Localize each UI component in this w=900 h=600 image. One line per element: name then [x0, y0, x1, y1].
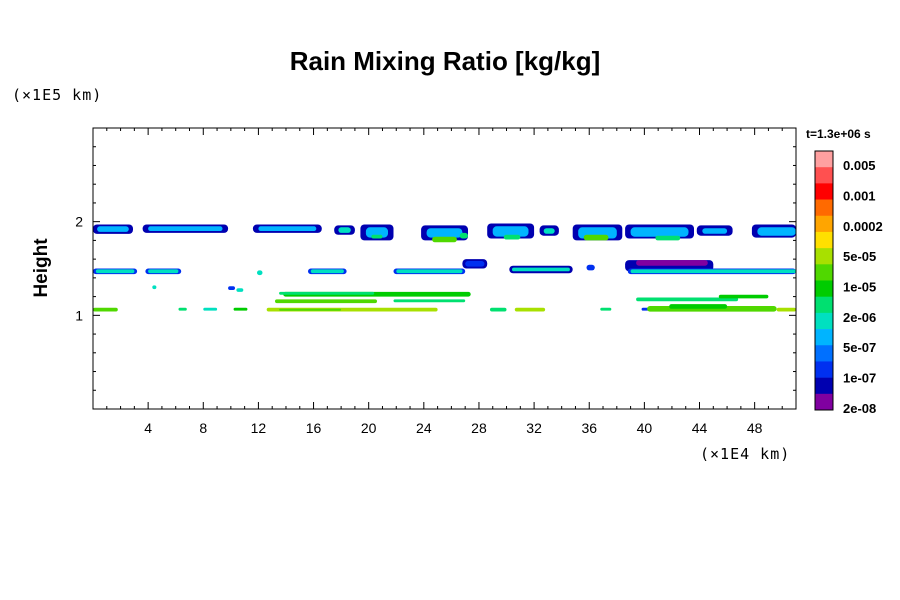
rain-cell — [655, 235, 681, 241]
colorbar-swatch — [815, 199, 833, 217]
x-tick-label: 24 — [416, 420, 432, 436]
rain-cell — [97, 226, 129, 232]
colorbar-swatch — [815, 345, 833, 362]
y-tick-label: 1 — [75, 307, 83, 323]
colorbar-swatch — [815, 329, 833, 346]
colorbar-label: 1e-07 — [843, 371, 876, 386]
x-tick-label: 20 — [361, 420, 377, 436]
colorbar-swatch — [815, 393, 833, 411]
rain-cell — [178, 307, 187, 311]
x-tick-label: 4 — [144, 420, 152, 436]
rain-cell — [393, 299, 466, 303]
colorbar-swatch — [815, 183, 833, 200]
rain-cell — [203, 307, 218, 311]
rain-cell — [236, 288, 244, 292]
rain-cell — [279, 308, 342, 311]
x-tick-label: 16 — [306, 420, 322, 436]
rain-cell — [636, 260, 708, 266]
x-tick-label: 36 — [581, 420, 597, 436]
rain-cell — [586, 264, 595, 271]
colorbar-swatch — [815, 167, 833, 184]
rain-cell — [600, 307, 612, 311]
colorbar-label: 0.001 — [843, 188, 876, 203]
y-tick-label: 2 — [75, 214, 83, 230]
rain-cell — [371, 234, 383, 239]
rain-cell — [465, 261, 485, 267]
rain-cell — [432, 236, 457, 243]
rain-cell — [233, 307, 248, 311]
rain-cell — [492, 226, 529, 237]
colorbar-swatch — [815, 296, 833, 314]
rain-cell — [776, 307, 796, 312]
colorbar-swatch — [815, 151, 833, 168]
rain-cell — [583, 234, 609, 241]
colorbar-swatch — [815, 264, 833, 281]
colorbar-label: 5e-07 — [843, 340, 876, 355]
rain-cell — [512, 267, 570, 272]
rain-cell — [669, 304, 728, 309]
colorbar-frame — [814, 150, 834, 411]
rain-cell — [148, 226, 223, 231]
colorbar-swatch — [815, 377, 833, 395]
colorbar-swatch — [815, 231, 833, 249]
colorbar-label: 0.005 — [843, 158, 876, 173]
colorbar-swatch — [815, 312, 833, 330]
colorbar-label: 5e-05 — [843, 249, 876, 264]
rain-cell — [279, 291, 375, 295]
chart-title: Rain Mixing Ratio [kg/kg] — [289, 46, 601, 76]
colorbar: 0.005 0.001 0.0002 5e-05 1e-05 2e-06 5e-07 1e-0… — [814, 150, 883, 416]
x-tick-label: 12 — [251, 420, 267, 436]
x-tick-label: 48 — [747, 420, 763, 436]
rain-cell — [93, 307, 118, 312]
rain-cell — [757, 227, 796, 236]
rain-cell — [365, 227, 388, 238]
rain-field — [93, 223, 796, 312]
rain-cell — [459, 232, 468, 239]
rain-cell — [257, 270, 263, 276]
rain-cell — [275, 299, 377, 304]
rain-cell — [543, 228, 555, 234]
colorbar-label: 2e-06 — [843, 310, 876, 325]
colorbar-label: 2e-08 — [843, 401, 876, 416]
rain-cell — [426, 228, 463, 238]
rain-cell — [514, 307, 546, 312]
rain-cell — [630, 227, 689, 237]
x-tick-label: 44 — [692, 420, 708, 436]
rain-cell — [152, 285, 157, 290]
rain-cell — [630, 269, 796, 274]
rain-cell — [396, 269, 463, 274]
x-axis-unit-label: (×1E4 km) — [700, 445, 791, 463]
rain-cell — [490, 307, 507, 312]
rain-cell — [636, 297, 739, 302]
x-tick-label: 32 — [526, 420, 542, 436]
colorbar-swatch — [815, 215, 833, 233]
x-tick-label: 8 — [199, 420, 207, 436]
colorbar-label: 1e-05 — [843, 280, 876, 295]
colorbar-swatch — [815, 248, 833, 265]
rain-cell — [228, 286, 235, 290]
time-label: t=1.3e+06 s — [806, 127, 871, 141]
rain-cell — [310, 269, 344, 274]
rain-cell — [718, 294, 769, 299]
x-tick-label: 40 — [637, 420, 653, 436]
plot-frame — [92, 127, 797, 410]
colorbar-swatch — [815, 361, 833, 378]
rain-cell — [148, 269, 179, 274]
rain-cell — [338, 227, 351, 233]
colorbar-label: 0.0002 — [843, 219, 883, 234]
colorbar-swatch — [815, 280, 833, 297]
y-axis-unit-label: (×1E5 km) — [12, 86, 103, 104]
rain-cell — [95, 269, 135, 274]
rain-cell — [702, 228, 728, 234]
rain-cell — [503, 234, 521, 240]
rain-cell — [258, 226, 317, 231]
x-tick-label: 28 — [471, 420, 487, 436]
